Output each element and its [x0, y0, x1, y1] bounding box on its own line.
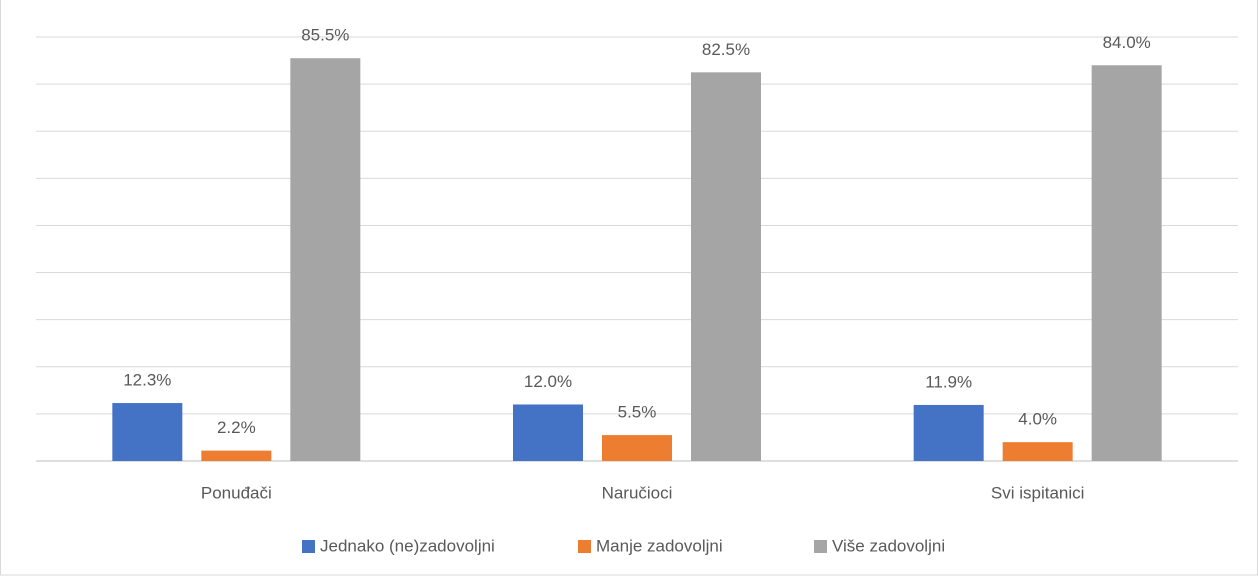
legend-swatch: [578, 540, 591, 553]
legend-label: Jednako (ne)zadovoljni: [320, 536, 495, 555]
data-label: 84.0%: [1103, 33, 1151, 52]
data-label: 85.5%: [301, 26, 349, 45]
bar: [691, 72, 761, 461]
bar: [290, 58, 361, 461]
data-label: 82.5%: [702, 40, 750, 59]
bar: [913, 404, 984, 461]
data-label: 12.3%: [123, 371, 171, 390]
data-label: 4.0%: [1018, 410, 1057, 429]
data-label: 12.0%: [524, 372, 572, 391]
data-label: 5.5%: [618, 403, 657, 422]
legend-label: Manje zadovoljni: [596, 536, 723, 555]
x-tick-label: Ponuđači: [201, 483, 272, 502]
bar: [1091, 65, 1162, 462]
legend-label: Više zadovoljni: [832, 536, 945, 555]
bar: [513, 404, 583, 461]
x-tick-label: Svi ispitanici: [991, 483, 1085, 502]
bar: [602, 435, 672, 461]
legend-swatch: [814, 540, 827, 553]
bar: [1002, 442, 1073, 461]
data-label: 2.2%: [217, 418, 256, 437]
bar: [201, 450, 272, 461]
bar: [112, 403, 183, 461]
x-tick-label: Naručioci: [602, 483, 673, 502]
legend-swatch: [302, 540, 315, 553]
data-label: 11.9%: [925, 372, 972, 391]
